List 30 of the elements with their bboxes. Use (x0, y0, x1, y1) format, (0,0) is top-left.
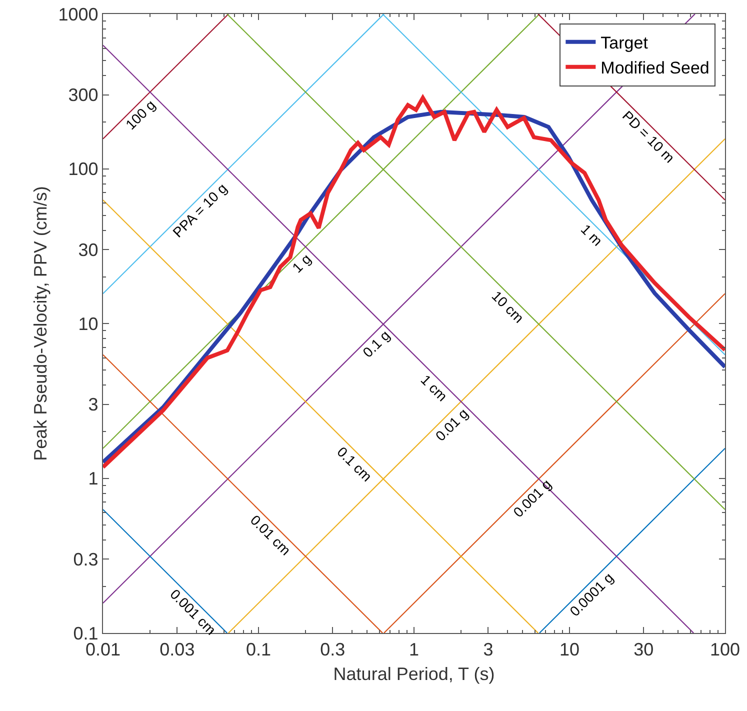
x-axis-title: Natural Period, T (s) (333, 664, 495, 684)
y-tick-label: 10 (78, 314, 98, 334)
x-tick-label: 30 (634, 640, 654, 660)
y-tick-label: 1 (88, 468, 98, 489)
y-axis-title: Peak Pseudo-Velocity, PPV (cm/s) (30, 186, 50, 461)
x-tick-label: 0.03 (160, 640, 195, 660)
y-tick-label: 30 (78, 240, 98, 260)
annotation: 10 cm (488, 288, 528, 326)
y-tick-label: 1000 (58, 4, 98, 24)
x-tick-label: 3 (483, 640, 494, 660)
x-tick-label: 1 (408, 640, 420, 660)
y-tick-label: 300 (68, 85, 98, 106)
y-tick-label: 3 (88, 394, 98, 415)
annotation: 0.1 cm (334, 444, 376, 485)
annotation: PD = 10 m (619, 107, 678, 166)
x-tick-label: 0.1 (246, 640, 272, 660)
y-tick-label: 0.3 (73, 549, 98, 570)
x-tick-label: 0.3 (320, 640, 346, 660)
y-tick-label: 100 (68, 159, 98, 180)
annotation: 1 cm (418, 372, 451, 404)
annotation: 0.1 g (360, 327, 393, 360)
annotation: PPA = 10 g (169, 180, 230, 240)
annotation: 100 g (122, 96, 158, 133)
annotation: 0.01 g (432, 405, 472, 444)
annotation: 1 m (578, 221, 606, 249)
legend-label: Target (600, 33, 648, 52)
annotation: 1 g (288, 250, 314, 276)
x-tick-label: 100 (710, 640, 740, 660)
x-tick-label: 10 (559, 640, 580, 660)
legend-label: Modified Seed (600, 58, 710, 78)
